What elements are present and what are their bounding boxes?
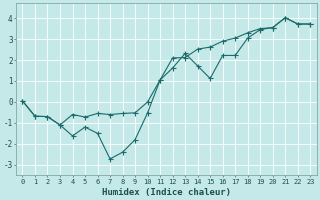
X-axis label: Humidex (Indice chaleur): Humidex (Indice chaleur) [102,188,231,197]
